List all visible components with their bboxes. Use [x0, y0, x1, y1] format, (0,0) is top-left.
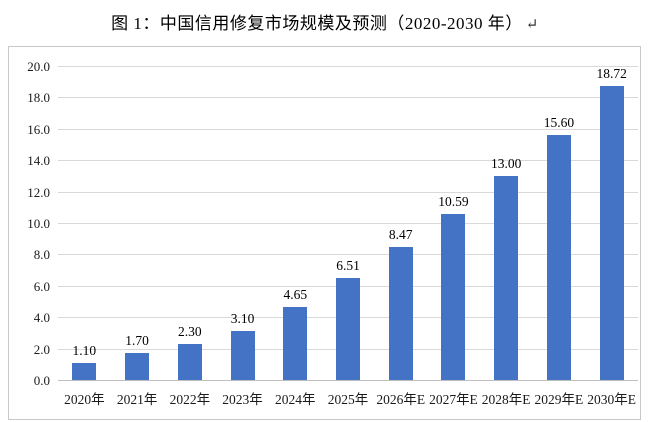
gridline: [58, 160, 638, 162]
paragraph-mark-icon: ↵: [525, 17, 539, 33]
y-axis-tick-label: 2.0: [33, 341, 50, 357]
x-axis-category-label: 2027年E: [429, 392, 478, 407]
bar: [441, 213, 466, 380]
bar: [125, 353, 150, 380]
bar-value-label: 4.65: [283, 286, 308, 302]
x-axis-category-label: 2020年: [64, 392, 105, 407]
bar: [177, 343, 202, 380]
bar-value-label: 6.51: [336, 257, 360, 273]
x-axis-category-label: 2024年: [275, 392, 316, 407]
y-axis-tick-label: 8.0: [33, 247, 50, 263]
x-axis-line: [58, 380, 638, 381]
bar: [230, 331, 255, 380]
chart-frame: 0.0 2.0 4.0 6.0 8.0 10.0 12.0 14.0 16.0 18.0 20.0 1…: [8, 46, 641, 420]
y-axis-tick-label: 6.0: [33, 278, 50, 294]
bar-value-label: 8.47: [388, 227, 413, 243]
gridline: [58, 128, 638, 130]
bar-value-label: 18.72: [596, 66, 627, 82]
plot-area: 0.0 2.0 4.0 6.0 8.0 10.0 12.0 14.0 16.0 18.0 20.0 1…: [9, 47, 640, 419]
bar: [599, 86, 624, 380]
y-axis-tick-label: 16.0: [27, 121, 50, 137]
bar-value-label: 13.00: [490, 155, 522, 171]
y-axis-tick-label: 10.0: [27, 216, 50, 231]
bar-value-label: 15.60: [543, 115, 575, 131]
x-axis-category-label: 2029年E: [534, 392, 584, 407]
bar-value-label: 3.10: [230, 311, 255, 327]
gridline: [58, 97, 638, 99]
bar-value-label: 1.10: [72, 342, 97, 358]
gridline: [58, 254, 638, 256]
x-axis-category-label: 2023年: [222, 392, 263, 407]
bar-value-label: 1.70: [125, 333, 149, 349]
x-axis-category-label: 2026年E: [376, 392, 426, 407]
gridline: [58, 66, 638, 67]
figure-caption-text: 图 1：中国信用修复市场规模及预测（2020-2030 年）: [111, 14, 523, 33]
x-axis-category-label: 2021年: [116, 392, 158, 407]
gridline: [58, 191, 638, 193]
bar: [494, 175, 519, 380]
y-axis-tick-label: 12.0: [27, 184, 50, 200]
y-axis-tick-label: 18.0: [27, 90, 50, 106]
y-axis-tick-label: 4.0: [33, 310, 50, 326]
y-axis-tick-label: 20.0: [27, 59, 50, 74]
figure-caption: 图 1：中国信用修复市场规模及预测（2020-2030 年） ↵: [0, 9, 650, 34]
bar-value-label: 2.30: [178, 323, 202, 339]
bar: [546, 135, 571, 380]
bar: [283, 306, 308, 380]
y-axis-tick-label: 0.0: [33, 373, 50, 388]
bar: [72, 362, 97, 380]
bar: [388, 247, 413, 380]
y-axis-tick-label: 14.0: [27, 153, 50, 169]
x-axis-category-label: 2028年E: [481, 392, 531, 407]
x-axis-category-label: 2025年: [327, 392, 369, 407]
x-axis-category-label: 2022年: [169, 392, 211, 407]
x-axis-category-label: 2030年E: [587, 392, 636, 407]
gridline: [58, 223, 638, 224]
bar-value-label: 10.59: [438, 193, 469, 209]
bar: [336, 277, 360, 380]
